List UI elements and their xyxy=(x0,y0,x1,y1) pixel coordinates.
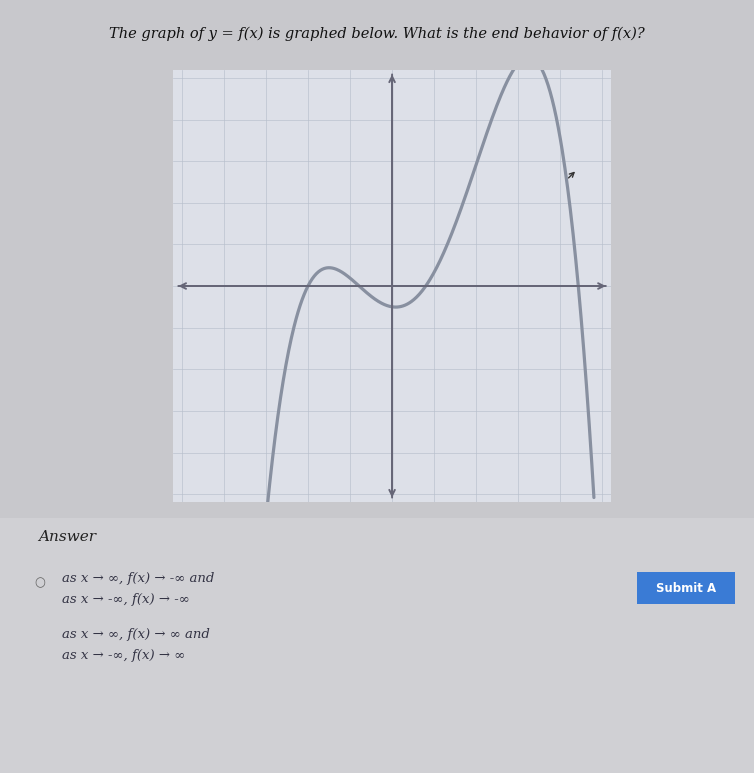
Text: The graph of y = f(x) is graphed below. What is the end behavior of f(x)?: The graph of y = f(x) is graphed below. … xyxy=(109,27,645,42)
Text: Answer: Answer xyxy=(38,530,96,543)
Text: as x → ∞, f(x) → ∞ and: as x → ∞, f(x) → ∞ and xyxy=(62,628,210,641)
Text: ○: ○ xyxy=(34,576,44,589)
Text: as x → -∞, f(x) → -∞: as x → -∞, f(x) → -∞ xyxy=(62,593,189,606)
Text: as x → ∞, f(x) → -∞ and: as x → ∞, f(x) → -∞ and xyxy=(62,572,214,585)
Text: as x → -∞, f(x) → ∞: as x → -∞, f(x) → ∞ xyxy=(62,649,185,662)
Text: Submit A: Submit A xyxy=(656,582,716,594)
